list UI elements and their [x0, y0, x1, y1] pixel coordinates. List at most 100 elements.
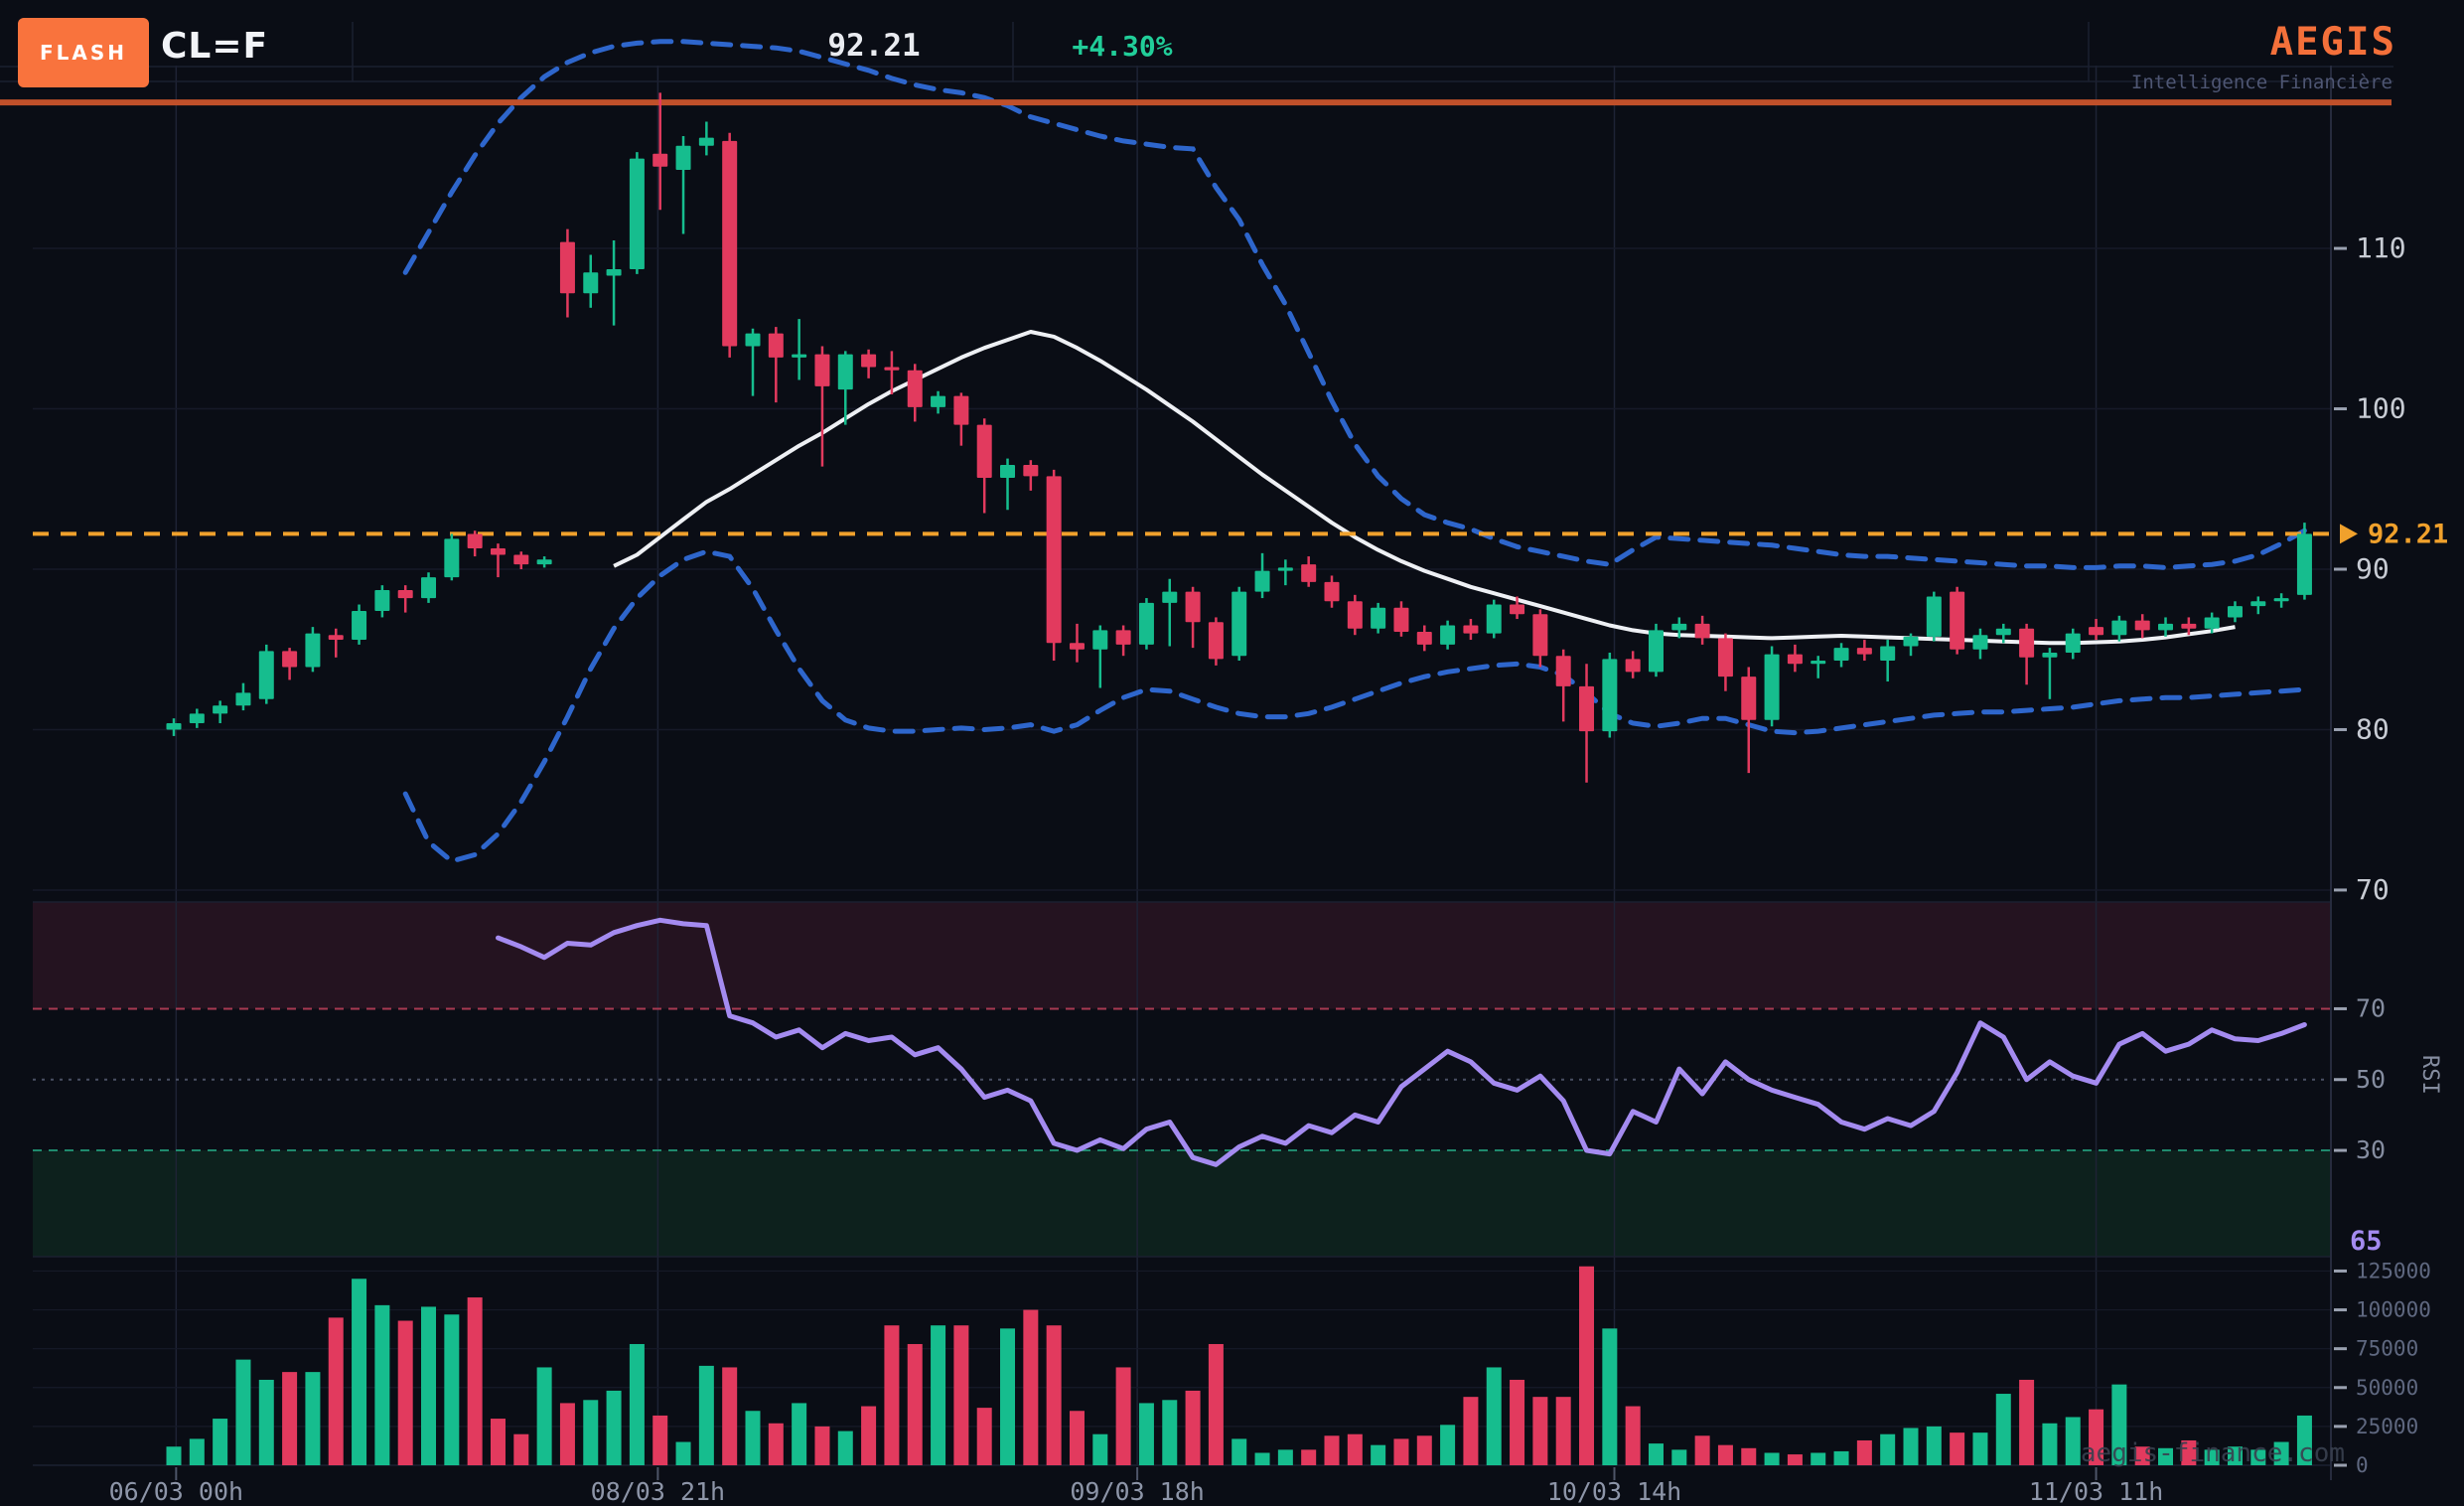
volume-bar[interactable] — [1602, 1328, 1618, 1465]
volume-bar[interactable] — [1648, 1443, 1664, 1465]
volume-bar[interactable] — [2065, 1417, 2081, 1465]
candle[interactable] — [1069, 643, 1085, 650]
volume-bar[interactable] — [652, 1415, 668, 1465]
volume-bar[interactable] — [768, 1423, 784, 1465]
candle[interactable] — [1440, 625, 1456, 645]
candle[interactable] — [652, 153, 668, 167]
candle[interactable] — [1972, 635, 1988, 650]
candle[interactable] — [374, 589, 390, 611]
volume-bar[interactable] — [1115, 1367, 1131, 1465]
candle[interactable] — [2250, 601, 2266, 607]
candle[interactable] — [213, 705, 228, 714]
candle[interactable] — [467, 533, 483, 549]
volume-bar[interactable] — [1555, 1397, 1571, 1465]
candle[interactable] — [768, 333, 784, 358]
volume-bar[interactable] — [606, 1390, 622, 1465]
volume-bar[interactable] — [2111, 1384, 2127, 1465]
candle[interactable] — [1880, 646, 1896, 662]
candle[interactable] — [1416, 631, 1432, 645]
volume-bar[interactable] — [490, 1419, 506, 1465]
volume-bar[interactable] — [189, 1438, 205, 1465]
candle[interactable] — [2158, 623, 2174, 631]
volume-bar[interactable] — [2019, 1379, 2035, 1465]
candle[interactable] — [2181, 623, 2197, 629]
candle[interactable] — [2042, 652, 2058, 658]
candle[interactable] — [2134, 620, 2150, 631]
candle[interactable] — [2296, 533, 2312, 595]
candle[interactable] — [1277, 567, 1293, 571]
candle[interactable] — [282, 651, 298, 668]
candle[interactable] — [1092, 630, 1108, 650]
volume-bar[interactable] — [698, 1365, 714, 1465]
candle[interactable] — [2204, 617, 2220, 629]
candle[interactable] — [2065, 633, 2081, 653]
candle[interactable] — [166, 723, 182, 730]
candle[interactable] — [1625, 659, 1641, 673]
volume-bar[interactable] — [1972, 1432, 1988, 1465]
candle[interactable] — [1648, 630, 1664, 673]
candle[interactable] — [583, 272, 599, 294]
candle[interactable] — [1347, 601, 1363, 629]
candle[interactable] — [1486, 604, 1502, 634]
volume-bar[interactable] — [1856, 1439, 1872, 1465]
volume-bar[interactable] — [1324, 1435, 1340, 1465]
volume-bar[interactable] — [722, 1367, 738, 1465]
volume-bar[interactable] — [559, 1403, 575, 1465]
volume-bar[interactable] — [1903, 1428, 1919, 1465]
volume-bar[interactable] — [1811, 1452, 1826, 1465]
volume-bar[interactable] — [2134, 1446, 2150, 1465]
candle[interactable] — [421, 577, 437, 599]
candle[interactable] — [931, 395, 946, 407]
candle[interactable] — [189, 713, 205, 724]
candle[interactable] — [1371, 607, 1386, 629]
volume-bar[interactable] — [2204, 1449, 2220, 1465]
volume-bar[interactable] — [1416, 1435, 1432, 1465]
candle[interactable] — [1903, 636, 1919, 647]
candle[interactable] — [258, 651, 274, 699]
candle[interactable] — [1301, 564, 1317, 582]
candle[interactable] — [745, 333, 761, 347]
volume-bar[interactable] — [1371, 1444, 1386, 1465]
candle[interactable] — [814, 354, 830, 386]
volume-bar[interactable] — [629, 1343, 645, 1465]
volume-bar[interactable] — [513, 1433, 529, 1465]
candle[interactable] — [953, 395, 969, 425]
candle[interactable] — [1671, 623, 1687, 631]
candle[interactable] — [1393, 607, 1409, 632]
volume-bar[interactable] — [1000, 1328, 1016, 1465]
candle[interactable] — [1602, 659, 1618, 732]
volume-bar[interactable] — [1995, 1394, 2011, 1465]
volume-bar[interactable] — [1393, 1438, 1409, 1465]
candle[interactable] — [1811, 661, 1826, 665]
volume-bar[interactable] — [953, 1325, 969, 1465]
volume-bar[interactable] — [328, 1317, 344, 1465]
volume-bar[interactable] — [1277, 1449, 1293, 1465]
candle[interactable] — [328, 635, 344, 641]
candle[interactable] — [1579, 685, 1595, 732]
candle[interactable] — [1185, 591, 1201, 623]
candle[interactable] — [1532, 614, 1548, 657]
volume-bar[interactable] — [861, 1406, 877, 1465]
volume-bar[interactable] — [536, 1367, 552, 1465]
volume-bar[interactable] — [1023, 1309, 1039, 1465]
candle[interactable] — [629, 158, 645, 270]
volume-bar[interactable] — [1579, 1266, 1595, 1465]
candle[interactable] — [1717, 638, 1733, 678]
candle[interactable] — [536, 559, 552, 565]
candle[interactable] — [305, 633, 321, 668]
candle[interactable] — [722, 140, 738, 347]
candle[interactable] — [1254, 570, 1270, 592]
candle[interactable] — [1833, 648, 1849, 662]
candle[interactable] — [1995, 628, 2011, 636]
candle[interactable] — [1324, 581, 1340, 602]
volume-bar[interactable] — [1833, 1450, 1849, 1465]
volume-bar[interactable] — [1301, 1449, 1317, 1465]
candle[interactable] — [1208, 622, 1224, 660]
volume-bar[interactable] — [2227, 1446, 2243, 1465]
volume-bar[interactable] — [2158, 1447, 2174, 1465]
volume-bar[interactable] — [884, 1325, 900, 1465]
volume-bar[interactable] — [1185, 1390, 1201, 1465]
candle[interactable] — [513, 554, 529, 565]
candle[interactable] — [397, 589, 413, 599]
volume-bar[interactable] — [2250, 1449, 2266, 1465]
